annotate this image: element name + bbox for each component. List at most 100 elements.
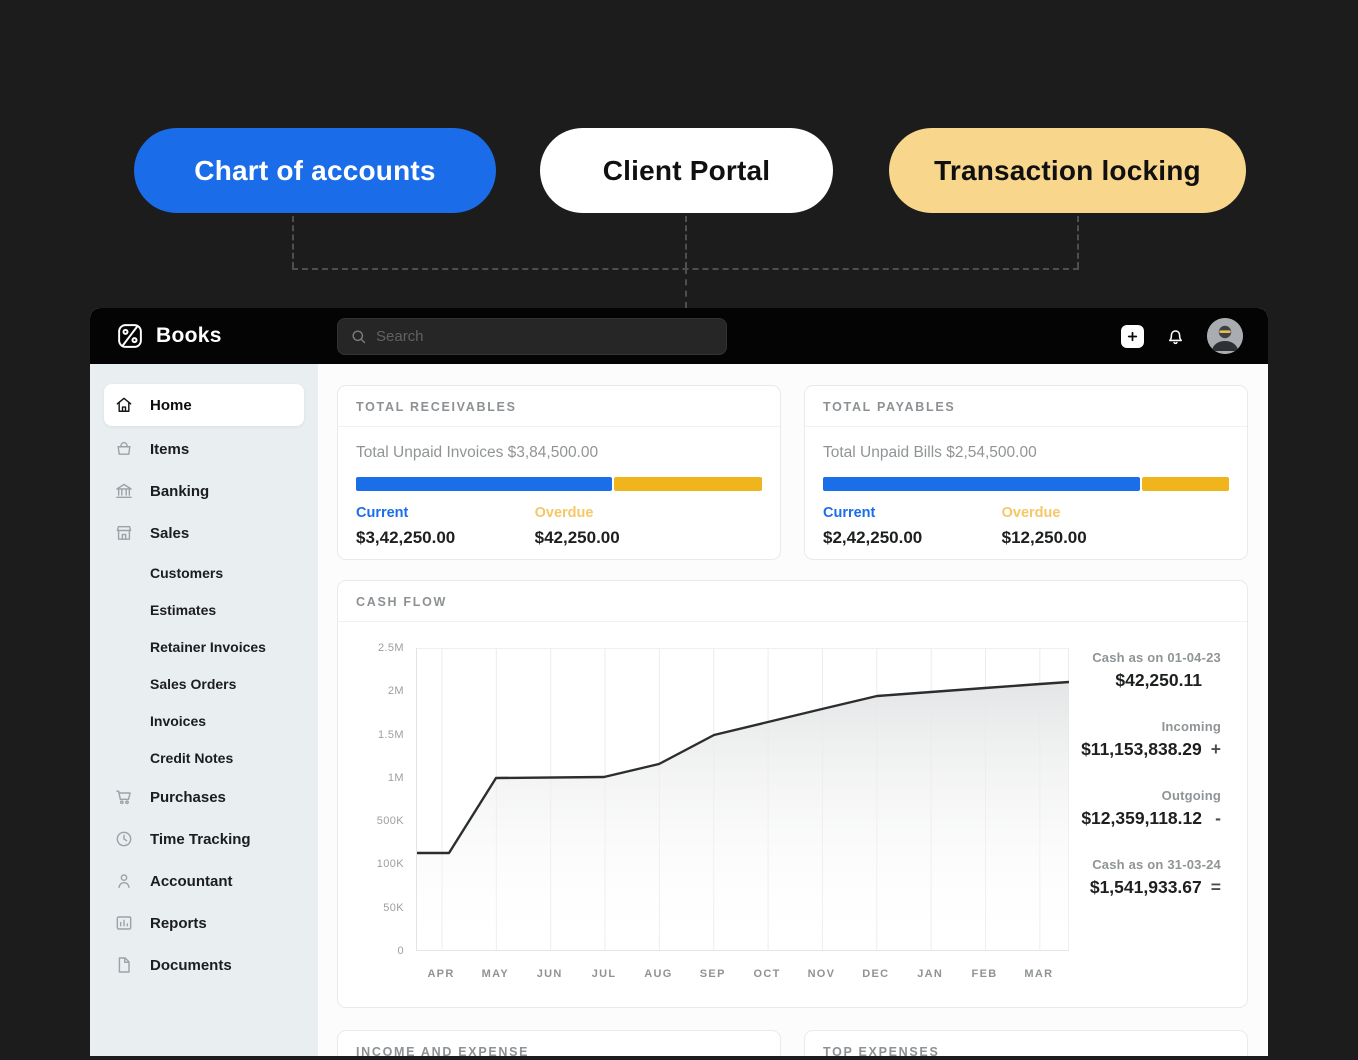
payables-bar-overdue: [1141, 477, 1229, 491]
x-axis-tick: MAY: [481, 968, 510, 980]
sidebar-item-label: Sales: [150, 524, 190, 542]
overdue-amount: $42,250.00: [534, 528, 620, 547]
sidebar-item-retainer-invoices[interactable]: Retainer Invoices: [90, 628, 318, 665]
pill-transaction-locking[interactable]: Transaction locking: [889, 128, 1246, 213]
books-app-window: Books Search: [90, 308, 1268, 1056]
sidebar-item-purchases[interactable]: Purchases: [90, 776, 318, 818]
card-title: CASH FLOW: [338, 581, 1247, 622]
stat-value: $11,153,838.29 +: [1081, 739, 1221, 759]
sidebar-item-sales-orders[interactable]: Sales Orders: [90, 665, 318, 702]
create-new-button[interactable]: [1121, 324, 1144, 348]
sidebar-item-customers[interactable]: Customers: [90, 554, 318, 591]
cash-flow-chart: 2.5M 2M 1.5M 1M 500K 100K 50K 0 APR MAY JUN JUL AUG…: [358, 642, 1070, 998]
connector-line-right: [1077, 216, 1079, 268]
x-axis-tick: JUL: [591, 968, 617, 980]
connector-line-center-top: [685, 216, 687, 268]
sidebar-item-label: Invoices: [150, 712, 207, 729]
card-title: TOTAL RECEIVABLES: [338, 386, 780, 427]
sidebar-item-banking[interactable]: Banking: [90, 470, 318, 512]
sidebar-item-estimates[interactable]: Estimates: [90, 591, 318, 628]
card-title: INCOME AND EXPENSE: [338, 1031, 780, 1056]
topbar-actions: [1121, 308, 1243, 364]
chart-plot-area: [416, 648, 1070, 951]
bar-chart-icon: [114, 913, 134, 933]
y-axis-tick: 100K: [376, 858, 404, 871]
overdue-amount: $12,250.00: [1001, 528, 1087, 547]
chart-y-axis: 2.5M 2M 1.5M 1M 500K 100K 50K 0: [358, 642, 404, 957]
user-avatar[interactable]: [1207, 318, 1243, 354]
sidebar-item-time-tracking[interactable]: Time Tracking: [90, 818, 318, 860]
current-amount: $3,42,250.00: [356, 528, 456, 547]
stat-value: $1,541,933.67 =: [1089, 877, 1221, 897]
basket-icon: [114, 439, 134, 459]
sidebar-item-accountant[interactable]: Accountant: [90, 860, 318, 902]
cash-flow-area-chart: [417, 648, 1070, 951]
total-receivables-card: TOTAL RECEIVABLES Total Unpaid Invoices …: [337, 385, 781, 560]
sidebar-item-label: Reports: [150, 914, 207, 932]
connector-line-left: [292, 216, 294, 268]
sidebar-item-items[interactable]: Items: [90, 428, 318, 470]
stat-operator: -: [1215, 808, 1221, 828]
sidebar-item-invoices[interactable]: Invoices: [90, 702, 318, 739]
sidebar-item-label: Documents: [150, 956, 232, 974]
x-axis-tick: APR: [427, 968, 455, 980]
y-axis-tick: 2M: [387, 685, 404, 698]
x-axis-tick: FEB: [971, 968, 998, 980]
sidebar-item-reports[interactable]: Reports: [90, 902, 318, 944]
document-icon: [114, 955, 134, 975]
stat-operator: =: [1210, 877, 1221, 897]
y-axis-tick: 2.5M: [377, 642, 404, 654]
x-axis-tick: NOV: [807, 968, 836, 980]
notifications-button[interactable]: [1165, 326, 1186, 347]
sidebar-item-label: Customers: [150, 564, 224, 581]
cart-icon: [114, 787, 134, 807]
sidebar-item-label: Sales Orders: [150, 675, 237, 692]
current-label: Current: [356, 505, 409, 521]
stat-label: Cash as on 31-03-24: [1092, 857, 1221, 872]
y-axis-tick: 500K: [376, 815, 404, 828]
y-axis-tick: 1.5M: [377, 728, 404, 741]
receivables-bar-overdue: [613, 477, 762, 491]
sidebar-item-label: Items: [150, 440, 190, 458]
search-placeholder: Search: [376, 328, 424, 345]
main-content: TOTAL RECEIVABLES Total Unpaid Invoices …: [318, 364, 1268, 1056]
current-amount: $2,42,250.00: [823, 528, 923, 547]
sidebar-item-label: Banking: [150, 482, 210, 500]
y-axis-tick: 50K: [383, 901, 404, 914]
sidebar-item-label: Estimates: [150, 601, 217, 618]
brand-name: Books: [156, 324, 222, 347]
stat-label: Incoming: [1161, 719, 1221, 734]
sidebar-item-sales[interactable]: Sales: [90, 512, 318, 554]
clock-icon: [114, 829, 134, 849]
sidebar-item-credit-notes[interactable]: Credit Notes: [90, 739, 318, 776]
cash-flow-stats: Cash as on 01-04-23 $42,250.11 Incoming $11…: [1038, 648, 1221, 998]
chart-x-axis: APR MAY JUN JUL AUG SEP OCT NOV DEC JAN FEB MAR: [416, 968, 1068, 984]
x-axis-tick: OCT: [753, 968, 781, 980]
overdue-label: Overdue: [534, 505, 594, 521]
y-axis-tick: 0: [397, 944, 404, 957]
card-title: TOTAL PAYABLES: [805, 386, 1247, 427]
card-title: TOP EXPENSES: [805, 1031, 1247, 1056]
receivables-bar-current: [356, 477, 612, 491]
pill-client-portal[interactable]: Client Portal: [540, 128, 833, 213]
sidebar-item-label: Accountant: [150, 872, 233, 890]
total-payables-card: TOTAL PAYABLES Total Unpaid Bills $2,54,…: [804, 385, 1248, 560]
stat-value: $42,250.11: [1115, 670, 1202, 690]
sidebar-item-documents[interactable]: Documents: [90, 944, 318, 986]
stat-operator: +: [1210, 739, 1221, 759]
cash-flow-card: CASH FLOW 2.5M 2M 1.5M 1M 500K 100K 50K 0 APR MA…: [337, 580, 1248, 1008]
x-axis-tick: DEC: [862, 968, 890, 980]
sidebar-item-home[interactable]: Home: [104, 384, 304, 426]
sidebar-item-label: Retainer Invoices: [150, 638, 266, 655]
unpaid-invoices-summary: Total Unpaid Invoices $3,84,500.00: [356, 444, 599, 461]
x-axis-tick: JUN: [536, 968, 563, 980]
payables-bar-current: [823, 477, 1140, 491]
cash-flow-stat: Outgoing $12,359,118.12-: [1038, 788, 1221, 829]
pill-chart-of-accounts[interactable]: Chart of accounts: [134, 128, 496, 213]
cash-flow-stat: Cash as on 31-03-24 $1,541,933.67 =: [1038, 857, 1221, 898]
search-input[interactable]: Search: [337, 318, 727, 355]
brand: Books: [115, 321, 222, 351]
storefront-icon: [114, 523, 134, 543]
payables-bar: [823, 477, 1229, 491]
